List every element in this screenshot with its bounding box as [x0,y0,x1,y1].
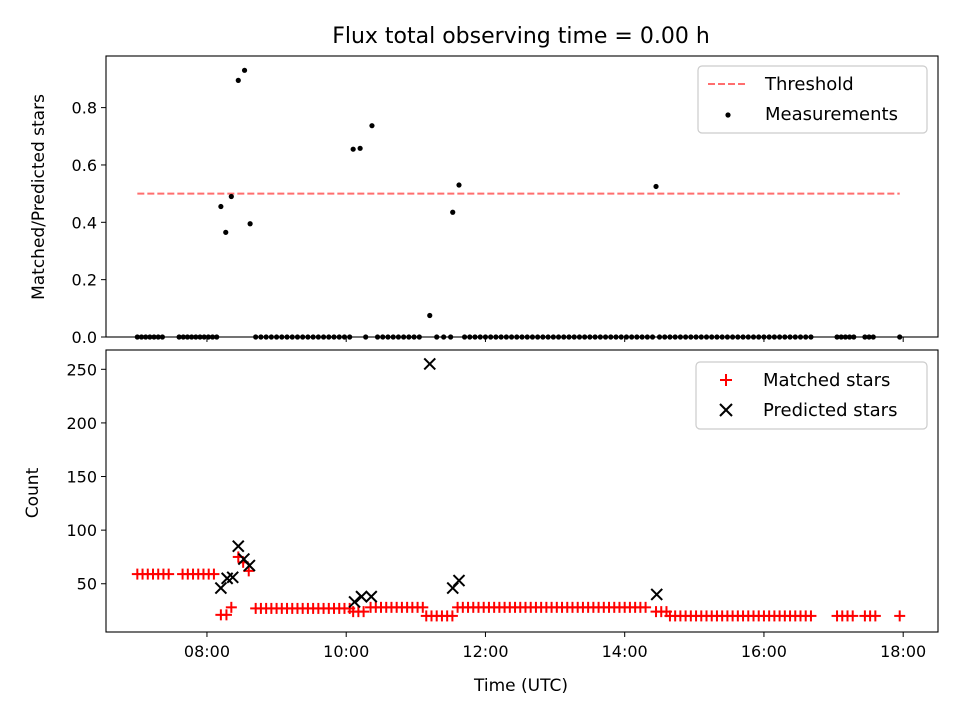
measurement-point [450,209,456,215]
bottom-y-tick-label: 250 [66,360,97,379]
bottom-y-tick-label: 200 [66,414,97,433]
measurement-point [218,203,224,210]
matched-star-point [220,609,232,621]
x-tick-label: 14:00 [602,642,648,661]
measurement-point [427,312,433,319]
matched-star-point [417,601,429,613]
measurement-point [456,182,462,188]
x-tick-label: 18:00 [880,642,926,661]
measurement-point [350,146,356,152]
top-legend-box [697,65,928,134]
bottom-legend: Matched stars Predicted stars [695,361,928,430]
measurement-point [223,229,229,235]
matched-star-point [640,601,652,613]
legend-threshold-label: Threshold [764,74,854,95]
measurement-point [357,145,363,151]
predicted-star-point [452,574,466,587]
x-tick-label: 08:00 [184,642,230,661]
bottom-axes-frame [105,349,939,633]
matched-star-point [894,610,906,622]
bottom-plot-area [131,357,906,622]
matched-star-point [163,568,175,580]
predicted-star-point [214,581,228,595]
predicted-star-point [226,571,239,584]
measurement-point [247,221,253,227]
legend-predicted-label: Predicted stars [763,400,897,421]
top-axes-frame [105,55,939,338]
top-y-tick-label: 0.8 [72,99,97,118]
bottom-y-tick-label: 100 [66,521,97,540]
bottom-y-tick-label: 150 [66,468,97,487]
legend-predicted-swatch [719,403,733,417]
matched-star-point [805,610,817,622]
matched-star-point [225,601,237,613]
measurement-point [228,193,234,200]
matched-star-point [446,610,458,622]
measurement-point [241,67,248,73]
measurement-point [653,183,659,190]
top-panel: 0.00.20.40.60.8 Matched/Predicted stars … [29,55,939,347]
top-y-ticks: 0.0 0.2 0.4 0.6 0.8 [72,99,904,347]
top-y-tick-label: 0.6 [72,156,97,175]
top-y-tick-label: 0.2 [72,271,97,290]
bottom-y-axis-label: Count [23,467,43,518]
predicted-star-point [423,357,436,371]
x-tick-label: 10:00 [323,642,369,661]
predicted-star-point [348,595,361,609]
bottom-panel: 50 100 150 200 250 08:00 10:00 12:00 14:00 16:00 1… [23,349,939,696]
measurement-point [369,123,375,129]
predicted-star-point [365,590,378,603]
x-tick-label: 16:00 [741,642,787,661]
top-y-tick-label: 0.4 [72,213,97,232]
bottom-ticks: 50 100 150 200 250 08:00 10:00 12:00 14:00 16:00 1… [66,360,926,661]
matched-star-point [358,606,370,618]
legend-measurements-swatch [725,112,731,118]
matched-star-point [847,610,859,622]
predicted-star-point [355,590,368,603]
bottom-legend-box [695,361,928,430]
legend-matched-label: Matched stars [763,370,890,391]
x-axis-label: Time (UTC) [473,676,568,696]
top-y-tick-label: 0.0 [72,328,97,347]
x-tick-label: 12:00 [462,642,508,661]
matched-star-point [869,610,881,622]
top-y-axis-label: Matched/Predicted stars [29,94,49,300]
top-legend: Threshold Measurements [697,65,928,134]
bottom-y-tick-label: 50 [77,575,97,594]
measurement-point [235,77,241,83]
predicted-star-point [232,540,245,553]
matched-star-point [208,568,220,580]
legend-matched-swatch [720,374,732,386]
predicted-star-point [650,588,663,601]
chart-title: Flux total observing time = 0.00 h [332,24,710,49]
predicted-star-point [243,559,256,572]
legend-measurements-label: Measurements [765,104,898,125]
